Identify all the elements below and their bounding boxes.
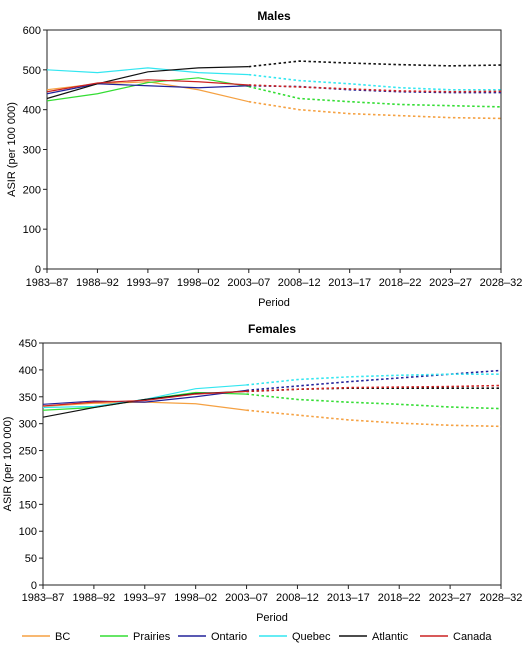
plot-frame [42, 342, 502, 586]
series-line-ontario-observed [46, 83, 249, 95]
legend-label-quebec: Quebec [292, 631, 331, 643]
x-tick-label: 2023–27 [429, 277, 472, 289]
series-line-atlantic-projected [246, 387, 501, 393]
chart-title: Females [248, 322, 296, 336]
y-tick-label: 450 [19, 338, 37, 350]
series-line-canada-observed [42, 390, 247, 407]
y-tick-label: 300 [23, 145, 41, 157]
series-line-quebec-projected [246, 373, 501, 386]
x-tick-label: 1988–92 [76, 277, 119, 289]
x-tick-label: 2008–12 [278, 277, 321, 289]
x-tick-label: 1988–92 [72, 592, 115, 604]
series-line-prairies-projected [246, 393, 502, 410]
y-tick-label: 0 [31, 580, 37, 592]
x-tick-label: 2028–32 [480, 277, 523, 289]
y-tick-label: 200 [23, 184, 41, 196]
legend-label-canada: Canada [453, 631, 492, 643]
y-axis-label: ASIR (per 100 000) [6, 102, 18, 197]
y-tick-label: 500 [23, 65, 41, 77]
y-tick-label: 100 [23, 224, 41, 236]
y-tick-label: 600 [23, 25, 41, 37]
x-tick-label: 2018–22 [378, 592, 421, 604]
y-tick-label: 100 [19, 526, 37, 538]
x-tick-label: 2003–07 [227, 277, 270, 289]
legend-label-atlantic: Atlantic [372, 631, 409, 643]
y-tick-label: 50 [25, 553, 37, 565]
x-tick-label: 2013–17 [327, 592, 370, 604]
y-tick-label: 200 [19, 472, 37, 484]
legend-label-prairies: Prairies [133, 631, 171, 643]
series-line-atlantic-projected [248, 60, 502, 68]
x-axis-label: Period [256, 612, 288, 624]
x-axis-label: Period [258, 297, 290, 309]
series-line-quebec-projected [248, 73, 501, 91]
legend-label-ontario: Ontario [211, 631, 247, 643]
series-line-canada-projected [246, 384, 502, 393]
x-tick-label: 1983–87 [22, 592, 65, 604]
y-axis-label: ASIR (per 100 000) [2, 417, 14, 512]
x-tick-label: 2003–07 [225, 592, 268, 604]
x-tick-label: 1993–97 [126, 277, 169, 289]
legend-label-bc: BC [55, 631, 70, 643]
series-line-prairies-observed [42, 391, 247, 411]
y-tick-label: 150 [19, 499, 37, 511]
y-tick-label: 400 [19, 365, 37, 377]
series-line-canada-observed [46, 79, 249, 93]
x-tick-label: 2013–17 [328, 277, 371, 289]
x-tick-label: 2018–22 [379, 277, 422, 289]
series-line-atlantic-observed [46, 66, 249, 100]
x-tick-label: 1983–87 [26, 277, 69, 289]
series-line-ontario-observed [42, 389, 247, 405]
x-tick-label: 1993–97 [123, 592, 166, 604]
series-line-bc-projected [248, 100, 502, 120]
series-line-bc-observed [46, 81, 249, 103]
series-line-quebec-observed [46, 67, 249, 76]
series-line-prairies-projected [248, 85, 502, 108]
y-tick-label: 0 [35, 264, 41, 276]
x-tick-label: 2023–27 [429, 592, 472, 604]
plot-frame [46, 29, 502, 270]
series-line-canada-projected [248, 84, 502, 93]
y-tick-label: 300 [19, 419, 37, 431]
x-tick-label: 1998–02 [177, 277, 220, 289]
series-line-prairies-observed [46, 77, 249, 102]
x-tick-label: 2028–32 [480, 592, 523, 604]
x-tick-label: 1998–02 [174, 592, 217, 604]
y-tick-label: 350 [19, 392, 37, 404]
chart-title: Males [257, 9, 291, 23]
y-tick-label: 250 [19, 446, 37, 458]
series-line-bc-projected [246, 409, 502, 428]
y-tick-label: 400 [23, 105, 41, 117]
x-tick-label: 2008–12 [276, 592, 319, 604]
